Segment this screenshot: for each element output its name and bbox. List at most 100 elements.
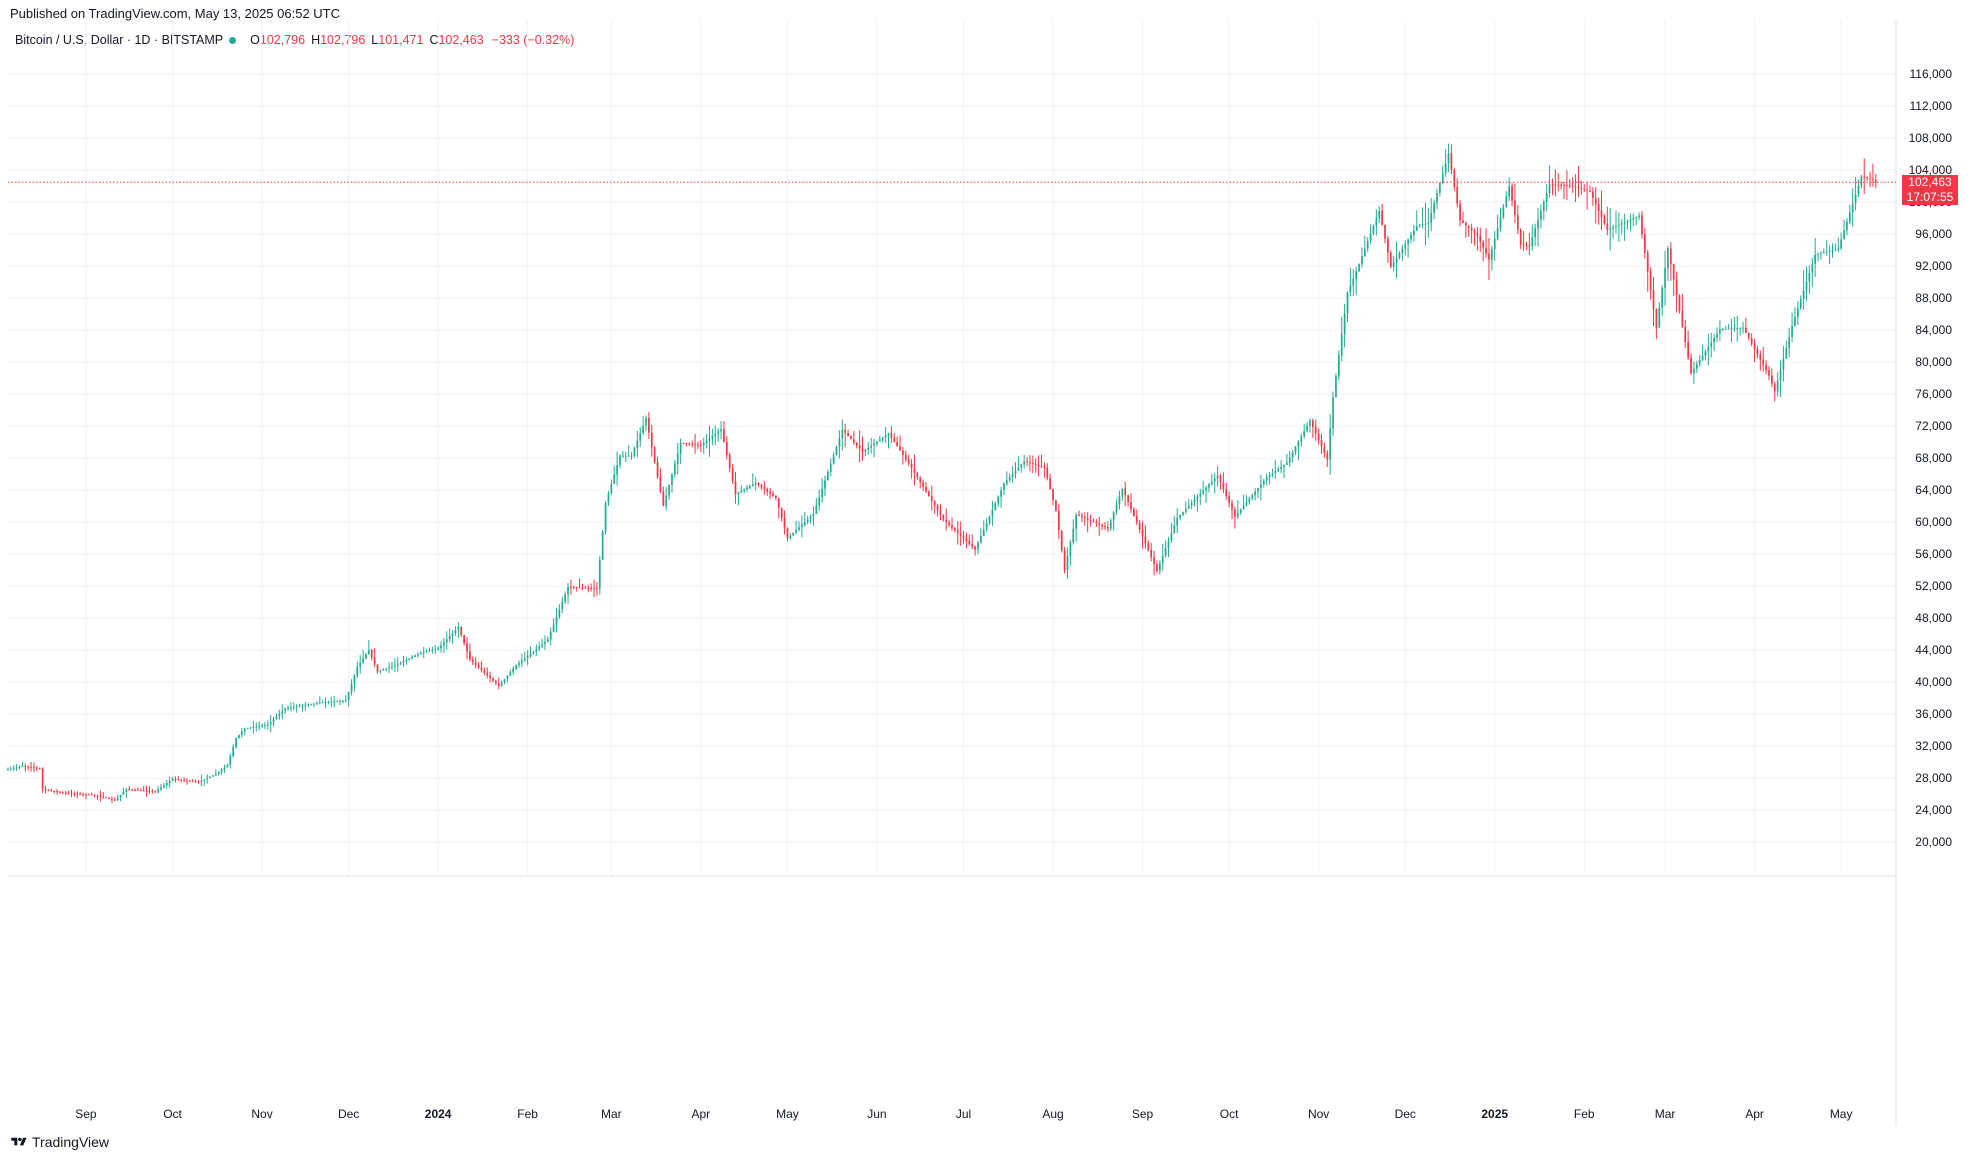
candle: [1306, 422, 1308, 433]
candle: [1577, 165, 1580, 198]
candle-body: [189, 780, 191, 782]
candle-body: [1173, 525, 1176, 534]
candle-body: [249, 727, 252, 729]
candle-body: [945, 519, 948, 523]
candle-body: [252, 726, 255, 728]
candle: [714, 425, 717, 446]
candle-body: [1514, 200, 1516, 216]
candle: [431, 646, 434, 654]
candle-body: [116, 797, 119, 801]
candle: [1369, 224, 1372, 245]
candle: [1817, 252, 1819, 262]
candle: [893, 433, 896, 443]
candle: [737, 491, 740, 506]
candle: [379, 669, 382, 674]
y-tick-label: 52,000: [1915, 579, 1952, 593]
candle-body: [711, 436, 714, 439]
candle: [1441, 165, 1444, 185]
candle-body: [1571, 185, 1574, 187]
candle-body: [163, 785, 165, 788]
candle: [15, 763, 18, 771]
candle: [512, 666, 515, 675]
candle-body: [1239, 509, 1242, 513]
candle: [962, 530, 965, 544]
candle-body: [1612, 227, 1614, 229]
candle-body: [1721, 329, 1724, 330]
candle-body: [864, 449, 867, 452]
candle: [1430, 198, 1433, 232]
candle-body: [1190, 502, 1193, 506]
candle: [1799, 295, 1802, 310]
candle-body: [619, 455, 621, 466]
candles: [7, 143, 1877, 804]
candle: [1626, 219, 1629, 230]
y-tick-label: 112,000: [1910, 99, 1953, 113]
candle-body: [99, 795, 102, 797]
candle-body: [1493, 238, 1496, 250]
candle-body: [1439, 183, 1441, 193]
candle-body: [399, 662, 402, 665]
symbol-title[interactable]: Bitcoin / U.S. Dollar · 1D · BITSTAMP: [15, 33, 224, 47]
candle-body: [1363, 248, 1366, 257]
candle-body: [1557, 184, 1560, 186]
candle: [1332, 391, 1334, 436]
candle-body: [821, 488, 823, 498]
candle-body: [991, 509, 994, 517]
candle-body: [506, 675, 509, 680]
candle: [27, 765, 30, 771]
candle-body: [1695, 364, 1698, 369]
candle-body: [275, 716, 278, 720]
candle: [128, 786, 131, 791]
candle: [466, 637, 468, 660]
candle-body: [1681, 310, 1684, 327]
candle-body: [925, 486, 927, 492]
candle-body: [1372, 225, 1375, 234]
candle-body: [246, 727, 249, 729]
candle-body: [1343, 313, 1346, 335]
x-tick-label: Aug: [1042, 1107, 1063, 1121]
candle: [1592, 186, 1594, 206]
candle-body: [457, 626, 460, 630]
candle-body: [702, 442, 705, 446]
candle-body: [50, 790, 53, 792]
candle-body: [1664, 268, 1666, 288]
candle: [1525, 241, 1528, 251]
high-label: H: [311, 33, 321, 47]
candle: [1043, 462, 1046, 478]
candle: [1219, 473, 1222, 490]
candle-body: [968, 541, 971, 544]
candle-body: [310, 703, 312, 705]
candle-body: [1202, 490, 1205, 494]
candle-body: [1592, 191, 1594, 198]
candle: [763, 481, 766, 495]
candle: [826, 469, 829, 481]
candle: [1141, 521, 1144, 549]
candle: [1066, 547, 1069, 579]
candle-body: [1335, 376, 1337, 398]
candle: [1594, 187, 1597, 224]
candle-body: [284, 708, 287, 712]
candle: [913, 454, 916, 486]
candle-body: [642, 425, 644, 434]
candle-body: [1392, 262, 1395, 267]
candle: [235, 737, 237, 749]
candle-body: [1646, 252, 1649, 272]
candle: [720, 421, 722, 440]
candle-body: [662, 491, 665, 506]
candle: [399, 661, 402, 665]
candle-body: [1130, 502, 1132, 509]
candle: [243, 727, 246, 736]
candle: [318, 696, 321, 705]
last-price-value: 102,463: [1908, 175, 1952, 190]
candle: [1658, 302, 1661, 328]
change-value: −333 (−0.32%): [491, 33, 575, 47]
candle: [1796, 301, 1799, 326]
candle: [85, 793, 87, 800]
candle: [549, 627, 552, 646]
candle-body: [1291, 452, 1294, 458]
candle-body: [1300, 436, 1303, 442]
tradingview-brand[interactable]: TradingView: [10, 1134, 109, 1150]
candle: [1597, 197, 1600, 225]
candle: [495, 679, 497, 686]
